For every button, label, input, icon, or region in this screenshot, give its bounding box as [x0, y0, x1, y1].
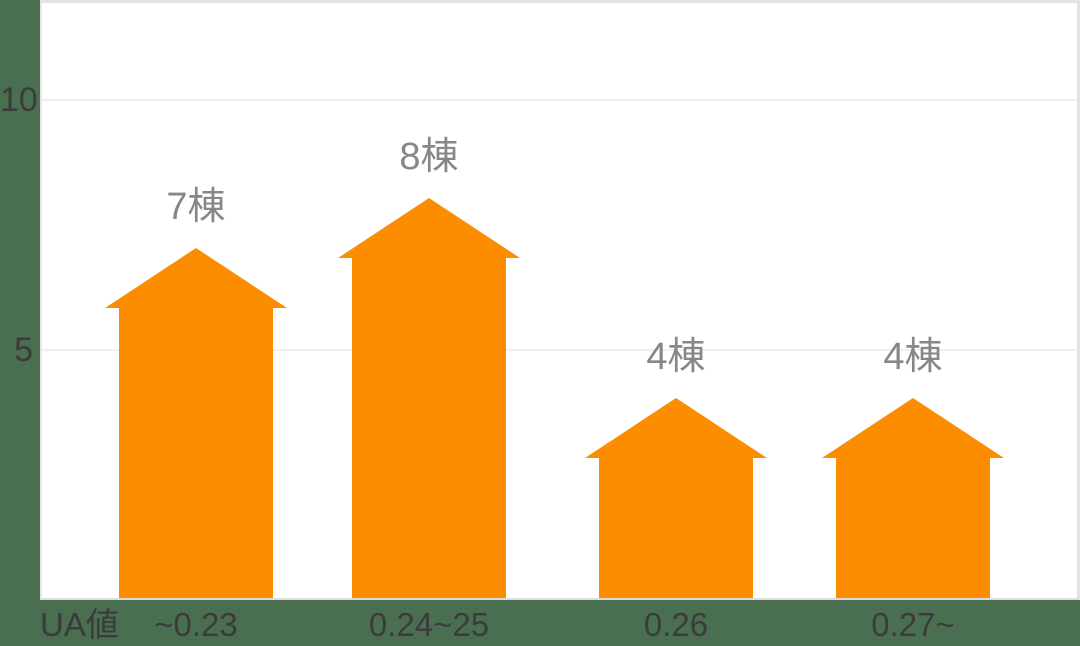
x-tick-label: 0.26: [643, 606, 709, 643]
x-tick-label: 0.27~: [871, 606, 955, 643]
bar-house: [822, 398, 1004, 598]
bar-house: [338, 198, 520, 598]
x-tick-label: ~0.23: [154, 606, 238, 643]
bar-value-label: 7棟: [166, 186, 226, 228]
y-tick-label: 10: [0, 81, 38, 119]
bar-house: [105, 248, 287, 598]
bar-value-label: 4棟: [646, 336, 706, 378]
x-axis-title: UA値: [40, 606, 119, 643]
x-tick-label: 0.24~25: [368, 606, 490, 643]
bar-house: [585, 398, 767, 598]
y-tick-label: 5: [14, 331, 33, 369]
bar-value-label: 8棟: [399, 136, 459, 178]
bar-value-label: 4棟: [883, 336, 943, 378]
gridline: [42, 99, 1077, 101]
gridline: [42, 349, 1077, 351]
